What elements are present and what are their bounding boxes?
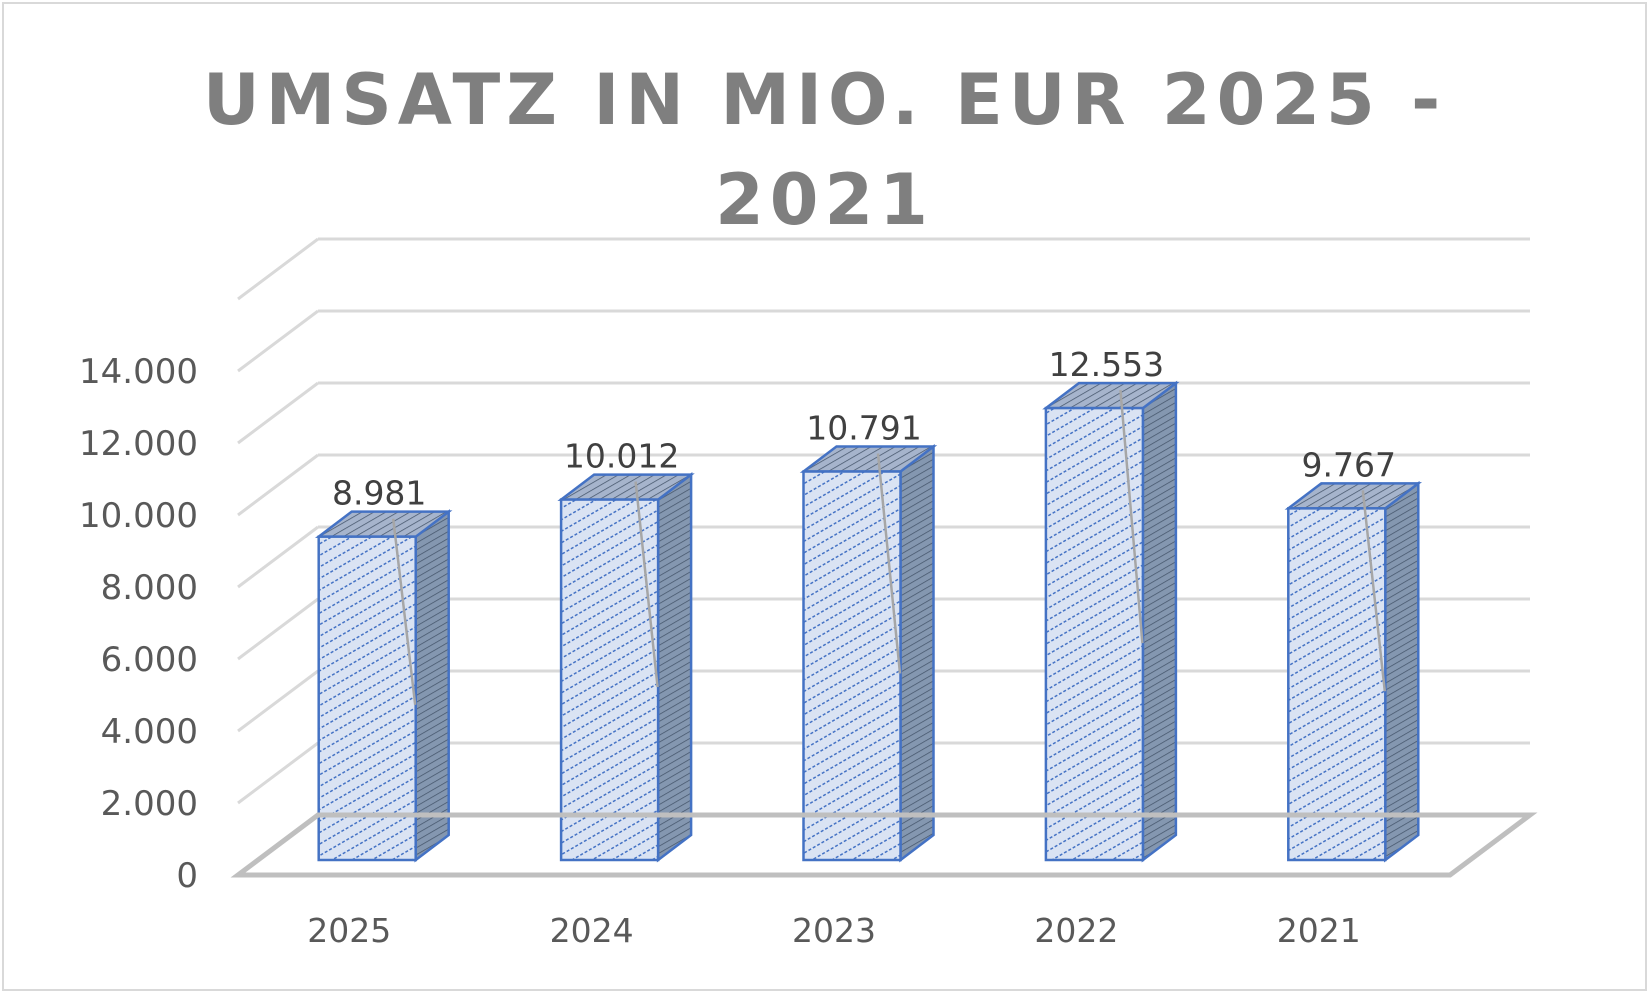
data-label: 12.553: [1049, 345, 1164, 384]
y-tick-label: 2.000: [101, 784, 198, 824]
data-label-leader: [876, 453, 902, 674]
gridline-side: [237, 525, 319, 589]
x-tick-label: 2022: [1034, 911, 1118, 950]
data-label: 9.767: [1302, 445, 1396, 484]
y-tick-label: 10.000: [79, 496, 198, 536]
x-tick-label: 2021: [1277, 911, 1361, 950]
bar-2023: [799, 444, 938, 863]
bar-front-face: [559, 498, 660, 862]
data-label-leader: [391, 518, 417, 705]
bar-2021: [1284, 480, 1423, 863]
bar-side-face: [414, 509, 450, 863]
gridline-side: [237, 597, 319, 661]
bar-front-face: [1287, 507, 1387, 862]
gridline-side: [237, 741, 319, 805]
bar-side-face: [656, 472, 693, 863]
x-tick-label: 2024: [550, 911, 634, 950]
gridline-side: [237, 453, 319, 517]
bar-side-face: [1141, 380, 1178, 863]
y-tick-label: 4.000: [101, 712, 198, 752]
bar-side-face: [899, 444, 935, 863]
gridline-side: [237, 381, 319, 445]
y-tick-label: 12.000: [79, 424, 198, 464]
chart-floor: [230, 812, 1538, 878]
gridline-side: [237, 309, 319, 373]
data-label-leader: [1119, 389, 1144, 644]
axes: 0 2.000 4.000 6.000 8.000 10.000 12.000 14.000 2…: [79, 352, 1538, 950]
gridline-side: [237, 237, 319, 301]
x-tick-label: 2023: [792, 911, 876, 950]
data-label: 8.981: [332, 474, 426, 513]
data-label: 10.791: [806, 409, 921, 448]
x-tick-label: 2025: [307, 911, 391, 950]
bar-front-face: [802, 470, 902, 862]
bar-front-face: [317, 535, 417, 862]
y-tick-label: 14.000: [79, 352, 198, 392]
y-tick-label: 8.000: [101, 568, 198, 608]
data-label-leader: [634, 481, 659, 688]
bar-2024: [557, 472, 695, 863]
bar-2022: [1042, 380, 1180, 863]
y-tick-label: 6.000: [101, 640, 198, 680]
chart-title-line-1: UMSATZ IN MIO. EUR 2025 -: [202, 59, 1447, 141]
data-labels: 8.981 10.012 10.791 12.553 9.767: [332, 345, 1396, 705]
chart-title-line-2: 2021: [715, 159, 934, 241]
bar-front-face: [1044, 406, 1145, 862]
y-tick-label: 0: [176, 856, 198, 896]
data-label-leader: [1361, 490, 1387, 692]
bar-2025: [314, 509, 453, 863]
data-label: 10.012: [564, 437, 679, 476]
chart-title: UMSATZ IN MIO. EUR 2025 - 2021: [0, 50, 1649, 250]
bar-side-face: [1384, 480, 1420, 863]
gridline-side: [237, 669, 319, 733]
bars: [314, 380, 1423, 863]
